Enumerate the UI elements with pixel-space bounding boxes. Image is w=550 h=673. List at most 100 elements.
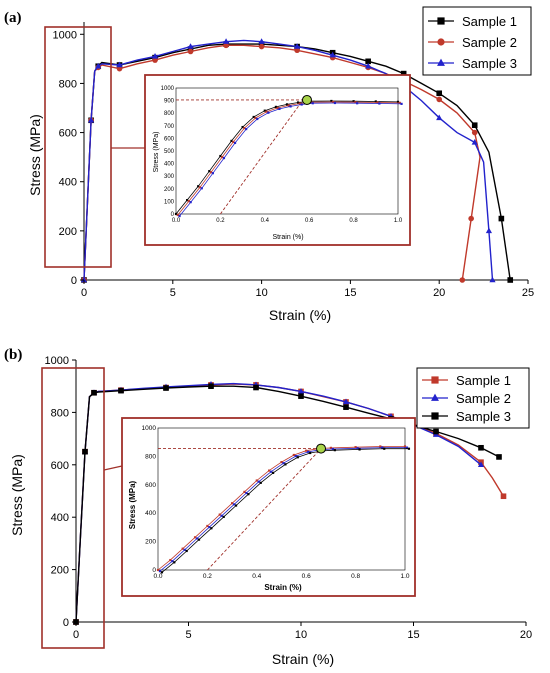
chart-b-inset-point [193, 536, 197, 539]
chart-a-series-2-point [468, 215, 474, 222]
chart-b-inset-point [222, 515, 225, 518]
chart-a-inset-point [400, 102, 403, 105]
chart-b-inset-point [247, 493, 250, 496]
chart-b-inset-point [403, 445, 407, 448]
chart-a-series-1-line [83, 43, 511, 281]
chart-b-y-tick-label: 0 [63, 617, 69, 629]
chart-a-inset-point [378, 102, 381, 105]
chart-b-inset-point [358, 448, 361, 451]
chart-b-inset-point [220, 514, 223, 517]
chart-a-inset-point [187, 200, 190, 203]
chart-b-inset-point [379, 445, 382, 448]
chart-a-x-tick-label: 5 [170, 287, 176, 299]
chart-a-inset-y-tick-label: 300 [164, 174, 175, 180]
chart-b-inset-point [280, 460, 283, 464]
chart-a-inset-point [332, 100, 335, 104]
chart-a-inset-point [311, 102, 314, 105]
chart-b-inset-y-tick-label: 0 [152, 567, 156, 574]
chart-a-y-tick-label: 800 [59, 78, 77, 90]
chart-b-inset-point [234, 504, 238, 507]
chart-b-series-3-point [298, 393, 304, 399]
chart-a-inset-point [221, 155, 224, 159]
chart-a-inset-point [333, 101, 337, 105]
chart-a-inset-point [241, 125, 244, 129]
chart-a-inset-y-tick-label: 800 [164, 111, 175, 117]
chart-a-series-2-point [258, 43, 265, 50]
chart-a-inset-y-tick-label: 1000 [161, 86, 175, 92]
chart-b-inset-curve-1 [157, 446, 405, 571]
chart-b-y-tick-label: 600 [51, 460, 69, 472]
chart-a-inset-y-tick-label: 700 [164, 124, 175, 130]
chart-a-legend-label: Sample 1 [462, 14, 517, 29]
chart-a-series-3-point [471, 139, 478, 145]
chart-b-inset-point [185, 549, 188, 553]
chart-a-inset-point [374, 100, 377, 103]
chart-b-inset-point [208, 526, 211, 529]
chart-b-y-axis-title: Stress (MPa) [9, 454, 25, 536]
chart-b-inset-y-tick-label: 1000 [142, 425, 157, 432]
chart-a-inset-point [376, 101, 379, 104]
chart-a-series-1-point [498, 215, 505, 222]
chart-a-inset-point [208, 170, 211, 173]
chart-a-legend-marker [437, 58, 445, 66]
chart-a-inset-x-tick-label: 1.0 [394, 218, 403, 224]
chart-a-inset-point [267, 111, 270, 114]
chart-a-inset-point [356, 102, 359, 105]
chart-b-inset-x-tick-label: 1.0 [400, 573, 409, 580]
chart-a-axes [83, 22, 528, 281]
chart-a-inset-point [256, 117, 259, 121]
chart-a-inset-y-tick-label: 400 [164, 162, 175, 168]
chart-a-inset-point [254, 116, 257, 120]
chart-a-inset-point [222, 156, 226, 160]
chart-a-inset-point [200, 187, 203, 190]
chart-b-inset-point [309, 451, 312, 455]
chart-b-legend: Sample 1 Sample 2 Sample 3 [416, 367, 530, 429]
chart-a-series-3-point [436, 114, 443, 121]
chart-a-inset-y-tick-label: 100 [164, 199, 175, 205]
chart-a-inset-point [233, 141, 237, 145]
chart-b-x-tick-label: 15 [407, 629, 419, 641]
chart-a-inset-point [252, 115, 255, 119]
chart-a-inset-point [274, 105, 277, 108]
chart-a-series-3-point [489, 276, 496, 283]
chart-a-series-2-point [223, 42, 229, 49]
chart-b-y-tick-label: 1000 [45, 355, 69, 367]
chart-a-inset-y-tick-label: 900 [164, 99, 175, 105]
chart-a-series-2-point [152, 57, 158, 63]
chart-a-inset-point [352, 100, 355, 103]
chart-a-series-1-point [400, 70, 407, 77]
chart-a-inset-point [189, 201, 192, 204]
chart-b-legend-label: Sample 3 [456, 409, 511, 424]
chart-b-series-2-point [297, 388, 305, 394]
chart-a-x-tick-label: 20 [433, 287, 445, 299]
chart-a-inset-point [354, 101, 357, 104]
chart-a-y-tick-label: 400 [59, 177, 77, 189]
chart-b-inset-point [183, 548, 186, 551]
chart-b-series-3-point [82, 448, 88, 455]
chart-a-inset-point [232, 140, 235, 144]
chart-a-legend: Sample 1 Sample 2 Sample 3 [422, 6, 532, 76]
chart-a-y-tick-label: 0 [71, 275, 77, 287]
chart-b-inset-point [407, 447, 411, 450]
chart-a-inset-point [265, 110, 268, 113]
chart-a-series-3-point [95, 62, 102, 69]
chart-b-inset-x-tick-label: 0.0 [153, 573, 162, 580]
chart-a-inset-point [285, 103, 289, 106]
chart-b-inset-curve-3 [161, 448, 409, 573]
chart-a-x-tick-label: 0 [81, 287, 87, 299]
chart-b-legend-label: Sample 1 [456, 373, 511, 388]
chart-a-series-2-point [459, 277, 466, 283]
chart-b-inset-y-tick-label: 800 [145, 453, 156, 460]
chart-a-y-tick-label: 200 [59, 226, 77, 238]
chart-b-highlight-box [41, 367, 105, 649]
chart-b-inset-frame [157, 427, 406, 571]
chart-b-series-2-point [477, 461, 485, 468]
chart-b-y-ticks: 0 200 400 600 800 1000 [45, 355, 76, 629]
chart-a-inset-x-tick-label: 0.4 [261, 218, 270, 224]
chart-b-series-2-point [342, 398, 350, 405]
chart-a-inset-x-title: Strain (%) [272, 234, 303, 241]
chart-a-inset-x-tick-label: 0.6 [305, 218, 314, 224]
chart-a-inset-point [245, 127, 248, 131]
chart-a-inset-point [243, 126, 246, 130]
chart-b-inset-point [210, 527, 213, 530]
